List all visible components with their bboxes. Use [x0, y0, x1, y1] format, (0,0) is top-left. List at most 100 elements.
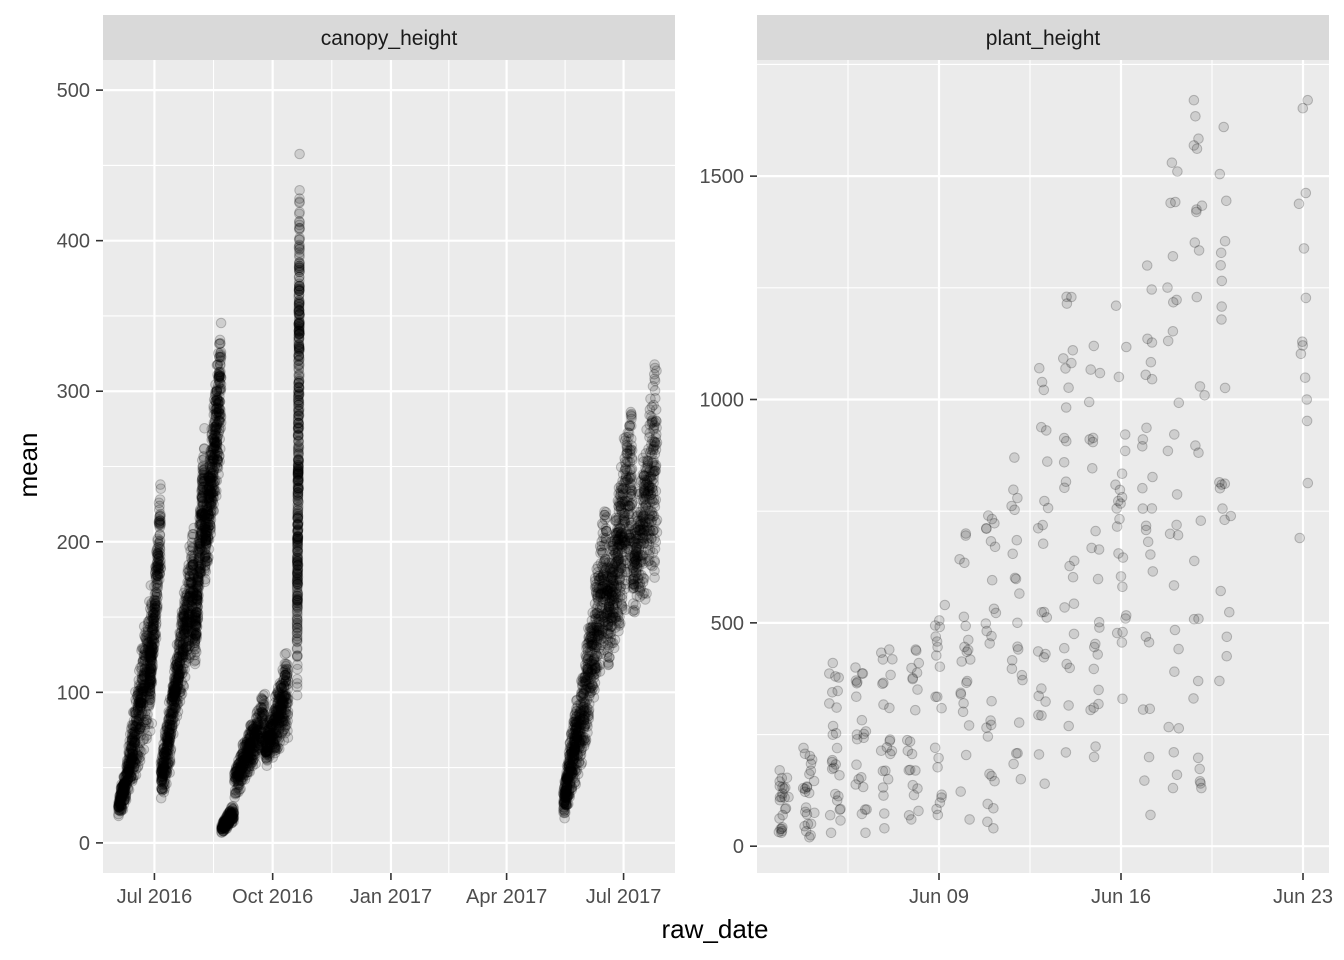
- data-point: [212, 359, 224, 370]
- data-point: [129, 736, 140, 748]
- data-point: [127, 752, 138, 763]
- data-point: [123, 753, 134, 765]
- data-point: [149, 629, 160, 640]
- data-point: [118, 778, 130, 789]
- data-point: [141, 733, 152, 745]
- data-point: [129, 739, 140, 750]
- data-point: [134, 695, 145, 706]
- data-point: [144, 636, 155, 648]
- data-point: [578, 705, 589, 716]
- data-point: [146, 650, 157, 662]
- data-point: [119, 783, 131, 794]
- data-point: [127, 749, 138, 760]
- data-point: [139, 679, 151, 691]
- data-point: [126, 754, 137, 766]
- data-point: [122, 760, 134, 772]
- data-point: [128, 770, 140, 781]
- data-point: [115, 793, 127, 804]
- data-point: [116, 786, 127, 798]
- data-point: [124, 768, 135, 779]
- data-point: [138, 733, 150, 745]
- data-point: [124, 763, 135, 774]
- data-point: [623, 495, 634, 507]
- data-point: [141, 690, 153, 702]
- data-point: [135, 685, 146, 697]
- data-point: [119, 770, 131, 782]
- data-point: [121, 760, 132, 772]
- data-point: [119, 786, 130, 798]
- data-point: [144, 685, 156, 697]
- data-point: [229, 792, 240, 803]
- data-point: [128, 756, 140, 767]
- data-point: [293, 405, 304, 417]
- data-point: [118, 785, 130, 796]
- data-point: [137, 680, 148, 692]
- x-tick-label: Jan 2017: [350, 886, 432, 908]
- data-point: [118, 788, 129, 799]
- data-point: [128, 731, 139, 743]
- data-point: [118, 771, 129, 783]
- data-point: [117, 804, 129, 815]
- data-point: [115, 794, 126, 806]
- data-point: [127, 733, 139, 745]
- y-tick-label: 200: [57, 532, 90, 554]
- data-point: [133, 750, 144, 762]
- data-point: [114, 797, 126, 809]
- data-point: [121, 769, 132, 781]
- data-point: [144, 646, 155, 658]
- data-point: [292, 495, 304, 506]
- data-point: [856, 714, 868, 726]
- data-point: [114, 798, 125, 810]
- data-point: [574, 719, 586, 730]
- data-point: [138, 716, 150, 728]
- data-point: [833, 672, 845, 683]
- facet-strip-label: canopy_height: [321, 27, 458, 50]
- x-tick-label: Jul 2016: [117, 886, 193, 908]
- data-point: [292, 582, 303, 594]
- data-point: [215, 317, 227, 329]
- data-point: [144, 641, 155, 653]
- data-point: [134, 702, 146, 714]
- data-point: [214, 338, 225, 350]
- data-point: [147, 612, 158, 624]
- data-point: [190, 609, 201, 621]
- data-point: [146, 597, 157, 609]
- data-point: [120, 790, 132, 802]
- data-point: [132, 702, 144, 713]
- data-point: [142, 616, 154, 627]
- data-point: [140, 655, 151, 667]
- data-point: [114, 804, 125, 816]
- data-point: [123, 758, 135, 769]
- data-point: [649, 572, 660, 583]
- data-point: [113, 804, 124, 816]
- data-point: [171, 661, 183, 673]
- data-point: [145, 652, 157, 664]
- data-point: [145, 644, 157, 656]
- data-point: [123, 770, 134, 782]
- data-point: [589, 669, 600, 680]
- data-point: [133, 709, 144, 721]
- data-point: [145, 613, 156, 625]
- data-point: [127, 773, 138, 785]
- data-point: [140, 632, 151, 643]
- data-point: [127, 724, 138, 735]
- data-point: [124, 765, 136, 776]
- data-point: [137, 674, 148, 686]
- data-point: [118, 795, 129, 806]
- data-point: [119, 777, 131, 789]
- data-point: [116, 788, 128, 800]
- data-point: [114, 797, 125, 809]
- data-point: [118, 772, 130, 783]
- data-point: [132, 721, 144, 733]
- facet-strip: [103, 15, 675, 60]
- data-point: [116, 790, 128, 802]
- data-point: [115, 794, 127, 806]
- data-point: [136, 746, 147, 757]
- data-point: [154, 510, 166, 522]
- data-point: [113, 808, 124, 820]
- data-point: [113, 802, 125, 813]
- data-point: [115, 799, 127, 811]
- data-point: [601, 512, 612, 523]
- data-point: [119, 778, 130, 790]
- data-point: [191, 593, 203, 605]
